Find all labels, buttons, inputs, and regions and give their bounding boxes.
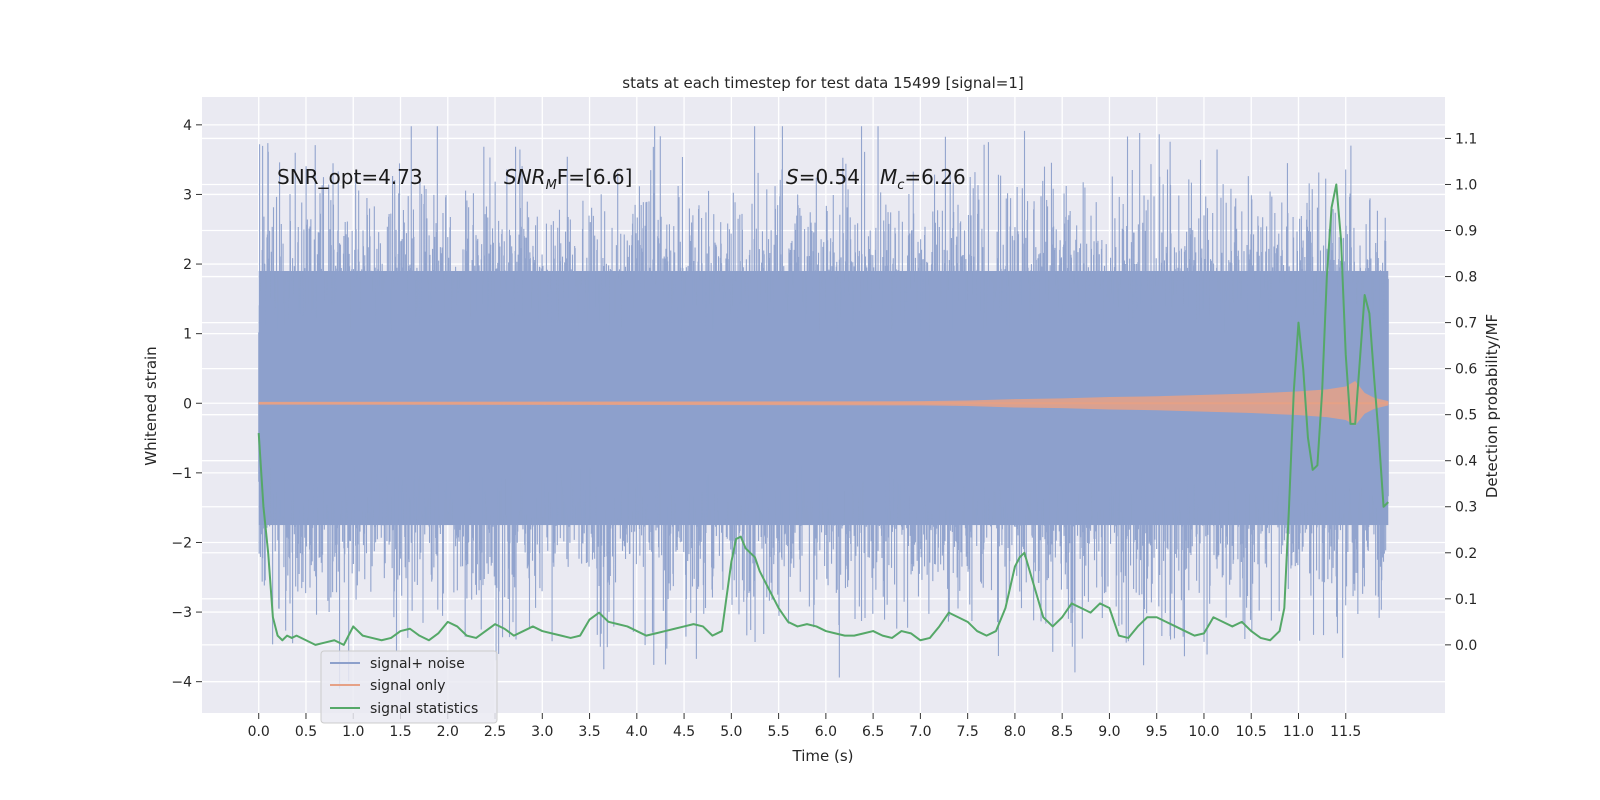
x-tick-label: 7.5 bbox=[957, 724, 979, 740]
x-tick-label: 10.5 bbox=[1236, 724, 1267, 740]
x-tick-label: 5.0 bbox=[720, 724, 742, 740]
legend-label-signal-noise: signal+ noise bbox=[370, 656, 465, 672]
y2-tick-label: 0.2 bbox=[1455, 546, 1477, 562]
y2-tick-label: 0.9 bbox=[1455, 224, 1477, 240]
annotation-mc-main: M bbox=[880, 165, 897, 189]
y-tick-label: 0 bbox=[183, 396, 192, 412]
x-tick-label: 4.5 bbox=[673, 724, 695, 740]
annotation-mc-sub: c bbox=[897, 178, 904, 193]
x-tick-label: 11.0 bbox=[1283, 724, 1314, 740]
legend-box bbox=[320, 650, 498, 724]
x-tick-label: 6.0 bbox=[815, 724, 837, 740]
y2-tick-label: 0.0 bbox=[1455, 638, 1477, 654]
y-tick-label: 2 bbox=[183, 257, 192, 273]
x-tick-label: 5.5 bbox=[767, 724, 789, 740]
y2-axis-label: Detection probability/MF bbox=[1483, 314, 1501, 498]
x-tick-label: 1.0 bbox=[342, 724, 364, 740]
x-tick-label: 0.0 bbox=[248, 724, 270, 740]
annotation-snr-mf-main: SNR bbox=[504, 165, 546, 189]
x-tick-label: 9.5 bbox=[1146, 724, 1168, 740]
annotation-s-main: S bbox=[786, 165, 799, 189]
annotation-mc-rest: =6.26 bbox=[904, 165, 965, 189]
x-tick-label: 2.5 bbox=[484, 724, 506, 740]
chart-title: stats at each timestep for test data 154… bbox=[622, 74, 1023, 92]
annotation-s-rest: =0.54 bbox=[799, 165, 860, 189]
y-tick-label: 1 bbox=[183, 327, 192, 343]
y2-tick-label: 0.6 bbox=[1455, 362, 1477, 378]
x-axis-label: Time (s) bbox=[792, 747, 854, 765]
x-tick-label: 3.5 bbox=[578, 724, 600, 740]
legend: signal+ noise signal only signal statist… bbox=[320, 650, 498, 724]
x-tick-label: 1.5 bbox=[389, 724, 411, 740]
x-axis-ticks: 0.0 0.5 1.0 1.5 2.0 2.5 3.0 3.5 4.0 4.5 5.0 5.5 6.0 6… bbox=[248, 713, 1361, 740]
x-tick-label: 4.0 bbox=[626, 724, 648, 740]
y-tick-label: 4 bbox=[183, 118, 192, 134]
x-tick-label: 3.0 bbox=[531, 724, 553, 740]
plot-area bbox=[202, 97, 1445, 713]
x-tick-label: 6.5 bbox=[862, 724, 884, 740]
y2-axis-ticks: 0.0 0.1 0.2 0.3 0.4 0.5 0.6 0.7 0.8 0.9 1.0 1.1 bbox=[1445, 131, 1477, 654]
y2-tick-label: 0.4 bbox=[1455, 454, 1477, 470]
annotations: SNR_opt=4.73 SNRMF=[6.6] S=0.54 Mc=6.26 bbox=[277, 165, 966, 193]
x-tick-label: 8.0 bbox=[1004, 724, 1026, 740]
y2-tick-label: 0.8 bbox=[1455, 270, 1477, 286]
x-tick-label: 8.5 bbox=[1051, 724, 1073, 740]
annotation-mc: Mc=6.26 bbox=[880, 165, 966, 193]
x-tick-label: 9.0 bbox=[1098, 724, 1120, 740]
y-axis-label: Whitened strain bbox=[142, 346, 160, 465]
y-tick-label: −1 bbox=[171, 466, 192, 482]
signal-statistics-line bbox=[257, 183, 1389, 646]
x-tick-label: 2.0 bbox=[437, 724, 459, 740]
annotation-snr-opt: SNR_opt=4.73 bbox=[277, 165, 423, 189]
signal-only-layer bbox=[258, 380, 1389, 426]
y2-tick-label: 1.1 bbox=[1455, 131, 1477, 147]
y-tick-label: −2 bbox=[171, 535, 192, 551]
annotation-snr-mf: SNRMF=[6.6] bbox=[504, 165, 632, 193]
annotation-s: S=0.54 bbox=[786, 165, 860, 189]
signal-statistics-layer bbox=[257, 183, 1389, 646]
legend-label-signal-only: signal only bbox=[370, 678, 445, 694]
x-tick-label: 11.5 bbox=[1330, 724, 1361, 740]
y2-tick-label: 0.5 bbox=[1455, 408, 1477, 424]
y-tick-label: 3 bbox=[183, 187, 192, 203]
annotation-snr-mf-rest: F=[6.6] bbox=[557, 165, 633, 189]
annotation-snr-mf-sub: M bbox=[546, 178, 557, 193]
y-axis-ticks: −4 −3 −2 −1 0 1 2 3 4 bbox=[171, 118, 202, 691]
y2-tick-label: 0.7 bbox=[1455, 316, 1477, 332]
y-tick-label: −3 bbox=[171, 605, 192, 621]
y2-tick-label: 0.1 bbox=[1455, 592, 1477, 608]
x-tick-label: 0.5 bbox=[295, 724, 317, 740]
legend-label-signal-statistics: signal statistics bbox=[370, 701, 478, 717]
y-tick-label: −4 bbox=[171, 675, 192, 691]
y2-tick-label: 0.3 bbox=[1455, 500, 1477, 516]
x-tick-label: 10.0 bbox=[1188, 724, 1219, 740]
x-tick-label: 7.0 bbox=[909, 724, 931, 740]
y2-tick-label: 1.0 bbox=[1455, 177, 1477, 193]
